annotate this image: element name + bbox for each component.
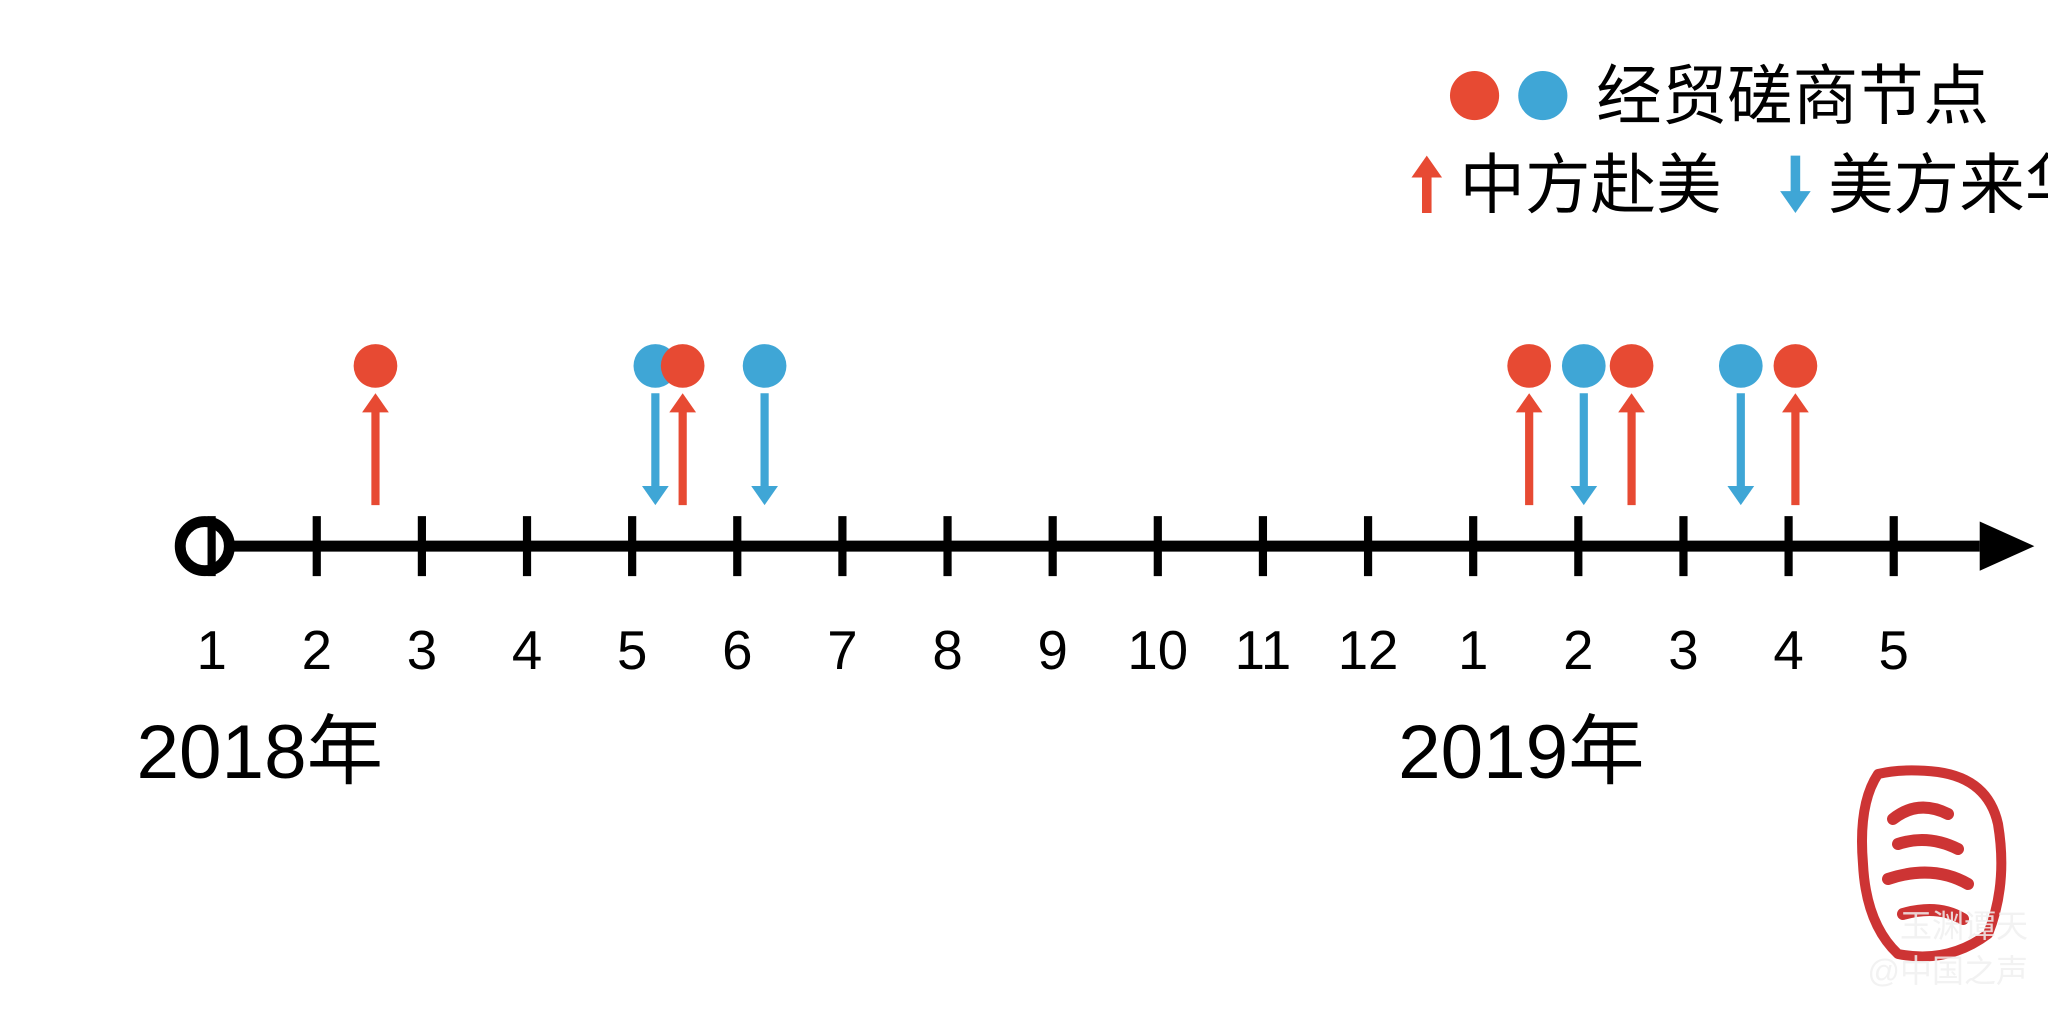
axis-month-label: 3 — [1668, 620, 1698, 681]
axis-month-label: 10 — [1127, 620, 1188, 681]
legend-node-label: 经贸磋商节点 — [1596, 60, 1989, 133]
axis-month-label: 8 — [932, 620, 962, 681]
event-down-arrow-icon — [1570, 393, 1597, 505]
axis-month-label: 5 — [617, 620, 647, 681]
axis-month-label: 6 — [722, 620, 752, 681]
event-dot-icon — [1610, 344, 1654, 388]
axis-month-label: 5 — [1879, 620, 1909, 681]
axis-month-label: 9 — [1037, 620, 1067, 681]
legend-node-dot-red — [1450, 71, 1499, 120]
axis-month-label: 7 — [827, 620, 857, 681]
axis-month-label: 2 — [1563, 620, 1593, 681]
event-markers — [354, 344, 1818, 505]
axis-start-circle-icon — [180, 522, 229, 571]
legend-down-arrow-icon — [1780, 156, 1811, 213]
timeline-chart: 经贸磋商节点中方赴美 美方来华 1 2018年 2 3 4 5 6 7 8 9 10 11 12 1 2019年… — [0, 0, 2048, 1014]
axis-month-label: 4 — [1773, 620, 1803, 681]
legend-up-arrow-icon — [1411, 156, 1442, 213]
event-dot-icon — [1507, 344, 1551, 388]
event-up-arrow-icon — [1618, 393, 1645, 505]
axis-month-label: 1 — [1458, 620, 1488, 681]
axis-month-label: 1 — [196, 620, 226, 681]
event-down-arrow-icon — [751, 393, 778, 505]
event-dot-icon — [661, 344, 705, 388]
event-down-arrow-icon — [1727, 393, 1754, 505]
axis-arrowhead-icon — [1980, 522, 2035, 571]
event-up-arrow-icon — [669, 393, 696, 505]
event-up-arrow-icon — [1516, 393, 1543, 505]
axis-year-label: 2018年 — [137, 710, 383, 795]
event-dot-icon — [1562, 344, 1606, 388]
event-up-arrow-icon — [362, 393, 389, 505]
event-dot-icon — [1719, 344, 1763, 388]
timeline-axis: 1 2018年 2 3 4 5 6 7 8 9 10 11 12 1 2019年 2 3 4 5 — [137, 516, 2035, 795]
legend-down-label: 美方来华 — [1828, 148, 2048, 221]
legend: 经贸磋商节点中方赴美 美方来华 — [1411, 60, 2048, 222]
event-dot-icon — [1774, 344, 1818, 388]
axis-month-label: 12 — [1338, 620, 1399, 681]
event-up-arrow-icon — [1782, 393, 1809, 505]
legend-up-label: 中方赴美 — [1460, 148, 1722, 221]
legend-node-dot-blue — [1518, 71, 1567, 120]
event-dot-icon — [354, 344, 398, 388]
event-dot-icon — [743, 344, 787, 388]
event-down-arrow-icon — [642, 393, 669, 505]
axis-month-label: 3 — [407, 620, 437, 681]
axis-month-label: 4 — [512, 620, 542, 681]
axis-year-label: 2019年 — [1398, 710, 1644, 795]
axis-month-label: 2 — [302, 620, 332, 681]
axis-month-label: 11 — [1235, 620, 1292, 681]
